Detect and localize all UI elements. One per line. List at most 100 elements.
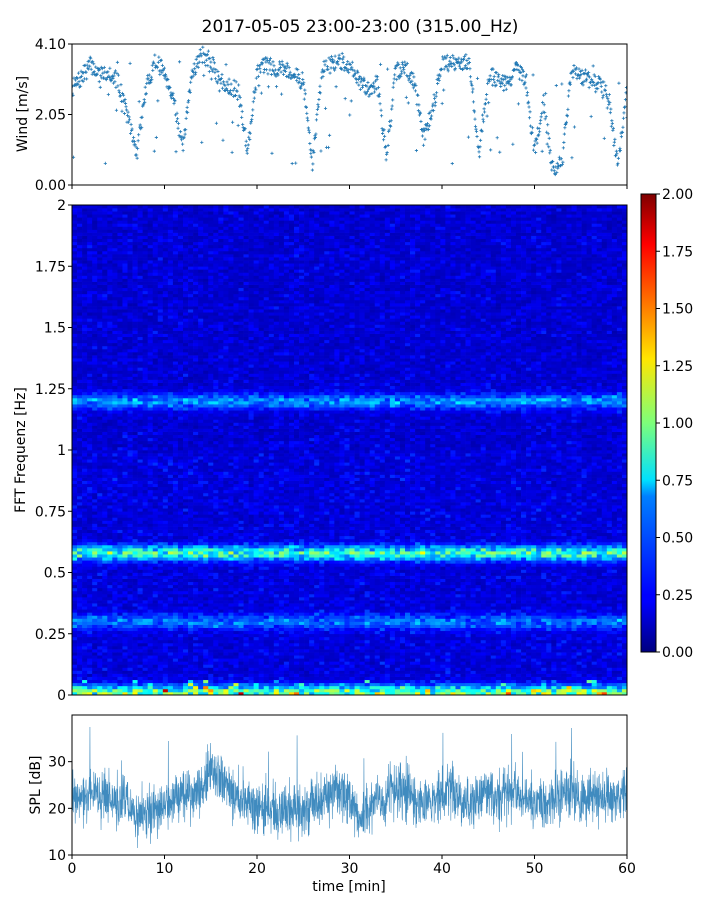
spectrogram-cell <box>162 462 169 466</box>
spectrogram-cell <box>92 214 98 218</box>
spectrogram-cell <box>183 272 189 276</box>
spectrogram-cell <box>157 244 164 249</box>
spectrogram-cell <box>147 217 154 221</box>
spectrogram-cell <box>172 296 179 301</box>
spectrogram-cell <box>137 520 143 524</box>
spectrogram-cell <box>132 468 138 472</box>
wind-point <box>615 152 619 156</box>
spectrogram-cell <box>132 428 138 432</box>
spectrogram-cell <box>87 290 93 295</box>
spectrogram-cell <box>142 312 149 316</box>
spectrogram-cell <box>157 287 164 292</box>
spectrogram-cell <box>172 254 179 258</box>
spectrogram-cell <box>117 391 123 396</box>
spectrogram-cell <box>172 413 179 417</box>
spectrogram-cell <box>92 548 98 552</box>
spectrogram-cell <box>183 508 189 512</box>
spectrogram-cell <box>142 352 149 356</box>
spectrogram-cell <box>102 226 108 230</box>
spectrogram-cell <box>82 315 88 319</box>
spectrogram-cell <box>137 321 143 325</box>
wind-point <box>303 92 307 96</box>
spectrogram-cell <box>107 639 113 644</box>
spectrogram-cell <box>87 544 93 549</box>
wind-point <box>271 60 275 64</box>
spectrogram-cell <box>188 287 194 292</box>
wind-point <box>571 76 575 80</box>
spectrogram-cell <box>77 352 83 356</box>
spectrogram-cell <box>127 244 133 249</box>
spectrogram-cell <box>157 685 164 690</box>
spectrogram-cell <box>162 226 169 230</box>
spectrogram-cell <box>77 649 83 653</box>
spectrogram-cell <box>102 646 108 650</box>
spectrogram-cell <box>92 554 98 558</box>
spectrogram-cell <box>147 658 154 662</box>
wind-point <box>136 139 140 143</box>
wind-point <box>480 129 484 133</box>
spectrogram-cell <box>167 642 174 647</box>
spectrogram-cell <box>177 361 184 365</box>
spectrogram-cell <box>188 670 194 674</box>
spectrogram-cell <box>157 278 164 282</box>
wind-point <box>500 82 504 86</box>
spectrogram-cell <box>92 312 98 316</box>
spectrogram-cell <box>137 514 143 518</box>
spectrogram-cell <box>172 425 179 429</box>
wind-point <box>122 99 126 103</box>
spectrogram-cell <box>72 382 78 387</box>
spectrogram-cell <box>142 517 149 521</box>
spectrogram-cell <box>177 410 184 414</box>
spectrogram-cell <box>172 238 179 243</box>
spectrogram-cell <box>132 471 138 475</box>
spectrogram-cell <box>183 269 189 273</box>
spectrogram-cell <box>97 523 103 527</box>
spectrogram-cell <box>127 336 133 341</box>
spectrogram-cell <box>177 505 184 509</box>
spectrogram-cell <box>167 523 174 527</box>
spectrogram-cell <box>122 257 128 261</box>
spectrogram-cell <box>107 551 113 555</box>
spectrogram-cell <box>188 661 194 665</box>
spectrogram-cell <box>147 511 154 515</box>
spectrogram-cell <box>167 287 174 292</box>
spectrogram-cell <box>117 324 123 328</box>
spectrogram-cell <box>127 606 133 610</box>
spectrogram-cell <box>152 685 159 690</box>
spectrogram-cell <box>127 413 133 417</box>
spectrogram-cell <box>117 303 123 307</box>
spectrogram-cell <box>172 361 179 365</box>
spectrogram-cell <box>172 394 179 399</box>
wind-point <box>241 122 245 127</box>
spectrogram-cell <box>117 551 123 555</box>
spectrogram-cell <box>92 664 98 668</box>
spectrogram-cell <box>188 633 194 638</box>
spectrogram-cell <box>172 278 179 282</box>
spectrogram-cell <box>127 682 133 687</box>
spectrogram-cell <box>177 529 184 534</box>
spectrogram-cell <box>127 514 133 518</box>
spectrogram-cell <box>97 581 103 586</box>
spectrogram-cell <box>183 523 189 527</box>
spectrogram-cell <box>77 621 83 625</box>
spectrogram-cell <box>177 606 184 610</box>
wind-point <box>499 84 503 89</box>
wind-point <box>393 66 397 71</box>
spectrogram-cell <box>142 260 149 264</box>
spectrogram-cell <box>167 370 174 374</box>
spectrogram-cell <box>97 220 103 224</box>
spectrogram-cell <box>102 664 108 668</box>
spectrogram-cell <box>72 489 78 494</box>
wind-point <box>194 57 198 61</box>
spectrogram-cell <box>82 566 88 570</box>
spectrogram-cell <box>82 502 88 506</box>
spectrogram-cell <box>162 205 169 209</box>
wind-point <box>521 74 525 78</box>
spectrogram-cell <box>102 214 108 218</box>
spectrogram-cell <box>157 615 164 619</box>
wind-point <box>436 81 440 86</box>
spectrogram-cell <box>157 269 164 273</box>
spectrogram-cell <box>157 480 164 485</box>
spectrogram-cell <box>77 397 83 402</box>
wind-point <box>106 70 110 74</box>
